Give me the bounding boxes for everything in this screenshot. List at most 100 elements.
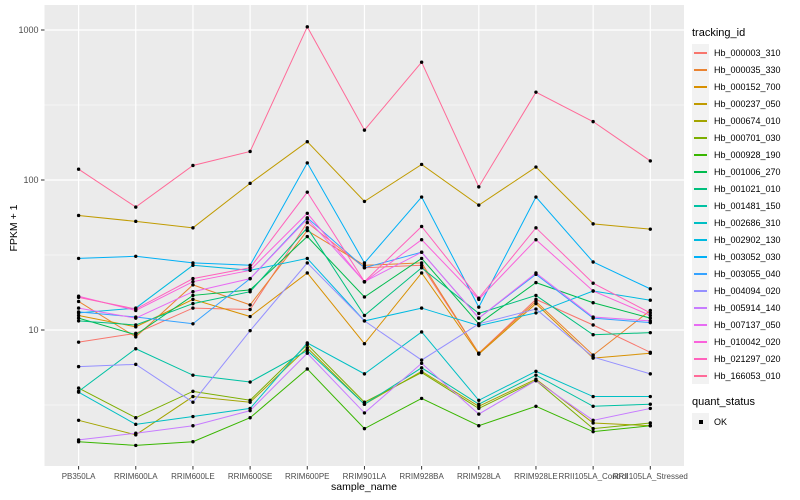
legend-key-line-icon (692, 180, 709, 197)
series-color-line-icon (694, 136, 707, 139)
data-point (305, 161, 309, 165)
data-point (591, 333, 595, 337)
data-point (191, 373, 195, 377)
data-point (134, 323, 138, 327)
data-point (305, 351, 309, 355)
data-point (362, 295, 367, 299)
data-point (591, 281, 595, 285)
data-point (76, 340, 81, 344)
data-point (76, 390, 81, 394)
legend-item-label: OK (714, 416, 728, 427)
series-color-line-icon (694, 340, 707, 343)
series-color-line-icon (694, 85, 707, 88)
data-point (362, 402, 367, 406)
legend-item: Hb_004094_020 (692, 282, 798, 299)
data-point (362, 313, 367, 318)
data-point (419, 224, 424, 229)
legend-item: Hb_010042_020 (692, 333, 798, 350)
data-point (648, 421, 652, 425)
data-point (76, 418, 81, 423)
series-color-line-icon (694, 306, 707, 309)
data-point (419, 256, 424, 261)
data-point (419, 263, 424, 267)
data-point (191, 389, 195, 394)
legend-item: Hb_000674_010 (692, 112, 798, 129)
data-point (191, 293, 195, 298)
legend-key-line-icon (692, 299, 709, 316)
data-point (591, 429, 595, 434)
data-point (76, 310, 81, 314)
legend-title-quant-status: quant_status (692, 396, 755, 408)
legend-key-line-icon (692, 197, 709, 214)
legend-item-label: Hb_002902_130 (714, 234, 781, 245)
data-point (76, 295, 81, 300)
data-point (648, 330, 652, 335)
data-point (477, 406, 481, 411)
data-point (362, 426, 367, 431)
data-point (191, 263, 195, 267)
data-point (591, 404, 595, 408)
legend-item: Hb_001021_010 (692, 180, 798, 197)
series-color-line-icon (694, 119, 707, 122)
data-point (191, 440, 195, 444)
data-point (419, 237, 424, 242)
data-point (648, 308, 652, 313)
series-color-line-icon (694, 187, 707, 190)
data-point (591, 426, 595, 431)
data-point (648, 372, 652, 376)
data-point (419, 271, 424, 275)
legend-key-line-icon (692, 367, 709, 384)
x-tick-label: RRIM600SE (228, 472, 272, 481)
data-point (362, 372, 367, 376)
data-point (134, 422, 138, 427)
data-point (305, 190, 309, 194)
x-tick-label: RRII105LA_Stressed (613, 472, 688, 481)
data-point (591, 260, 595, 264)
data-point (419, 358, 424, 362)
series-color-line-icon (694, 51, 707, 54)
data-point (477, 322, 481, 326)
data-point (134, 431, 138, 435)
data-point (362, 263, 367, 267)
data-point (248, 303, 252, 307)
data-point (534, 301, 538, 306)
data-point (591, 222, 595, 226)
data-point (191, 297, 195, 302)
y-tick-label: 10 (28, 325, 38, 335)
data-point (248, 380, 252, 384)
data-point (134, 316, 138, 320)
legend-item-label: Hb_003055_040 (714, 268, 781, 279)
legend-key-line-icon (692, 78, 709, 95)
data-point (248, 307, 252, 312)
legend-item: Hb_005914_140 (692, 299, 798, 316)
data-point (248, 149, 252, 154)
data-point (191, 322, 195, 326)
data-point (362, 199, 367, 204)
y-tick-label: 1000 (18, 25, 38, 35)
data-point (248, 408, 252, 413)
data-point (305, 228, 309, 233)
data-point (76, 213, 81, 218)
data-point (419, 60, 424, 64)
legend-tracking-items: Hb_000003_310 Hb_000035_330 Hb_000152_700 H… (692, 44, 798, 384)
legend-item: Hb_002686_310 (692, 214, 798, 231)
legend-key-line-icon (692, 248, 709, 265)
legend-key-line-icon (692, 231, 709, 248)
data-point (419, 396, 424, 401)
data-point (248, 276, 252, 281)
data-point (305, 271, 309, 275)
data-point (419, 261, 424, 265)
data-point (591, 315, 595, 319)
data-point (134, 416, 138, 420)
data-point (648, 424, 652, 428)
data-point (76, 313, 81, 318)
x-tick-label: RRIM600LE (171, 472, 215, 481)
legend-key-line-icon (692, 129, 709, 146)
legend-item-label: Hb_007137_050 (714, 319, 781, 330)
legend-item-label: Hb_166053_010 (714, 370, 781, 381)
legend-key-line-icon (692, 265, 709, 282)
data-point (248, 314, 252, 319)
data-point (534, 311, 538, 315)
y-axis-title: FPKM + 1 (8, 204, 20, 252)
